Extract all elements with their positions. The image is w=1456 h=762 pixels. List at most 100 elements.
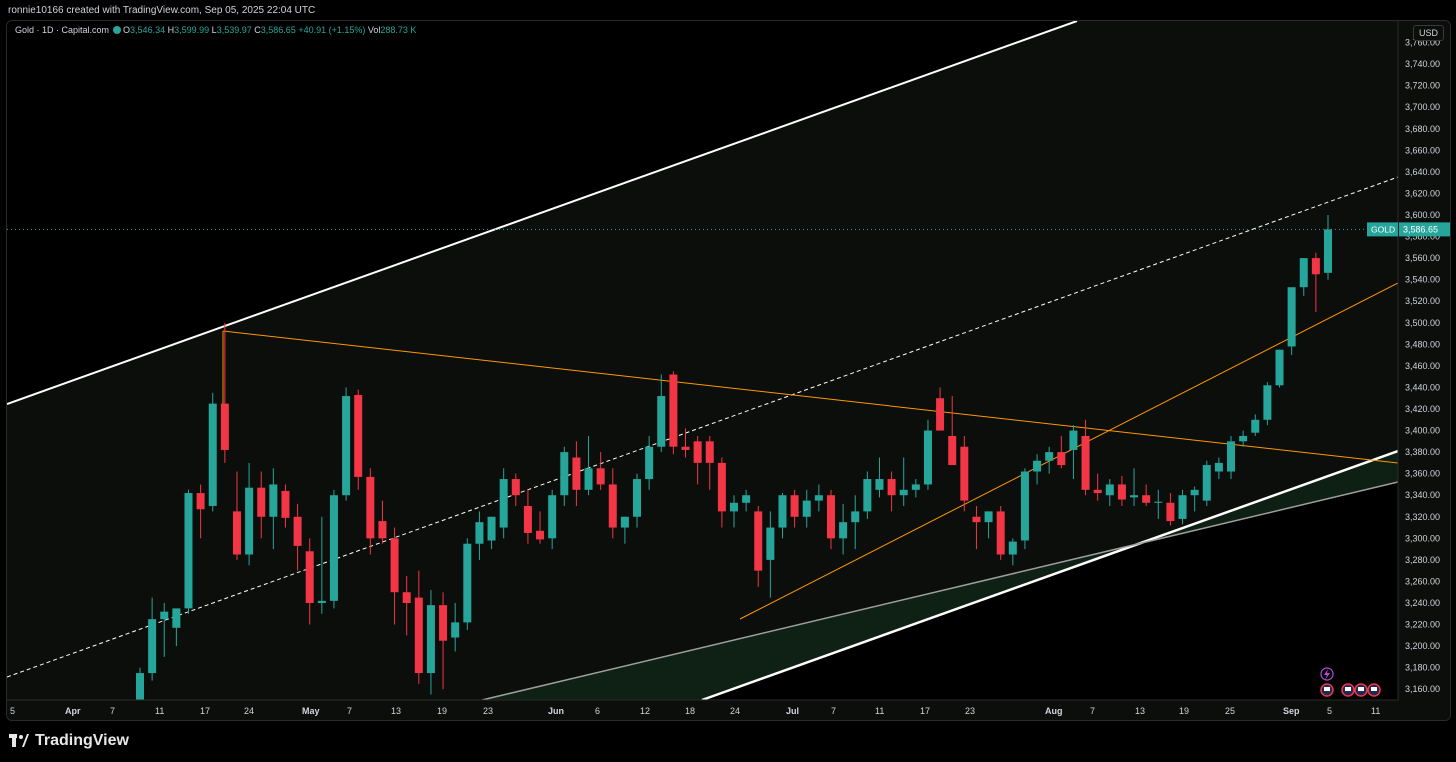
candle-body[interactable] (257, 487, 266, 517)
candle-body[interactable] (1275, 349, 1284, 386)
candle-body[interactable] (923, 430, 932, 485)
candle-body[interactable] (596, 468, 605, 485)
candle-body[interactable] (281, 490, 290, 518)
candle-body[interactable] (523, 506, 532, 533)
candle-body[interactable] (184, 493, 193, 609)
price-chart[interactable]: 3,160.00 3,180.00 3,200.00 3,220.00 3,240.00… (7, 21, 1450, 720)
candle-body[interactable] (245, 487, 254, 555)
candle-body[interactable] (996, 511, 1005, 555)
candle-body[interactable] (463, 543, 472, 623)
candle-body[interactable] (790, 495, 799, 517)
candle-body[interactable] (911, 484, 920, 490)
candle-body[interactable] (475, 522, 484, 544)
candle-body[interactable] (1287, 287, 1296, 347)
candle-body[interactable] (1166, 502, 1175, 522)
candle-body[interactable] (402, 592, 411, 603)
candle-body[interactable] (717, 462, 726, 512)
candle-body[interactable] (160, 611, 169, 620)
candle-body[interactable] (608, 484, 617, 528)
candle-body[interactable] (1130, 495, 1139, 498)
candle-body[interactable] (705, 441, 714, 463)
candle-body[interactable] (1214, 462, 1223, 472)
candle-body[interactable] (1081, 435, 1090, 490)
candle-body[interactable] (826, 495, 835, 539)
candle-body[interactable] (863, 479, 872, 512)
candle-body[interactable] (414, 597, 423, 674)
time-axis-panel[interactable] (7, 700, 1398, 720)
candle-body[interactable] (426, 605, 435, 674)
candle-body[interactable] (645, 446, 654, 480)
candle-body[interactable] (305, 551, 314, 603)
candle-body[interactable] (378, 521, 387, 539)
candle-body[interactable] (851, 511, 860, 523)
candle-body[interactable] (1093, 489, 1102, 494)
candle-body[interactable] (669, 374, 678, 447)
candle-body[interactable] (1045, 452, 1054, 461)
candle-body[interactable] (439, 605, 448, 641)
candle-body[interactable] (196, 493, 205, 510)
candle-body[interactable] (1105, 484, 1114, 496)
candle-body[interactable] (232, 511, 241, 555)
candle-body[interactable] (1020, 471, 1029, 541)
candle-body[interactable] (269, 484, 278, 517)
candle-body[interactable] (1008, 541, 1017, 555)
candle-body[interactable] (972, 516, 981, 523)
candle-body[interactable] (1033, 460, 1042, 472)
candle-body[interactable] (1251, 419, 1260, 433)
candle-body[interactable] (1142, 495, 1151, 503)
candle-body[interactable] (814, 495, 823, 501)
candle-body[interactable] (766, 527, 775, 560)
candle-body[interactable] (1057, 452, 1066, 466)
candle-body[interactable] (936, 398, 945, 431)
candle-body[interactable] (657, 396, 666, 447)
candle-body[interactable] (220, 403, 229, 450)
candle-body[interactable] (742, 495, 751, 503)
candle-body[interactable] (1239, 435, 1248, 442)
candle-body[interactable] (948, 435, 957, 466)
candle-body[interactable] (693, 441, 702, 463)
candle-body[interactable] (354, 394, 363, 477)
candle-body[interactable] (887, 479, 896, 496)
candle-body[interactable] (548, 495, 557, 539)
candle-body[interactable] (560, 452, 569, 496)
candle-body[interactable] (1227, 441, 1236, 472)
candle-body[interactable] (1299, 258, 1308, 288)
price-axis-panel[interactable] (1398, 21, 1450, 720)
candle-body[interactable] (329, 495, 338, 601)
candle-body[interactable] (960, 446, 969, 501)
candle-body[interactable] (499, 479, 508, 528)
candle-body[interactable] (1069, 430, 1078, 450)
candle-body[interactable] (754, 511, 763, 571)
candle-body[interactable] (1202, 465, 1211, 501)
candle-body[interactable] (633, 479, 642, 517)
candle-body[interactable] (148, 619, 157, 674)
candle-body[interactable] (984, 511, 993, 523)
candle-body[interactable] (584, 468, 593, 490)
candle-body[interactable] (572, 457, 581, 490)
lightning-event-icon[interactable] (1320, 667, 1334, 681)
candle-body[interactable] (1154, 501, 1163, 503)
candle-body[interactable] (1190, 489, 1199, 496)
candle-body[interactable] (899, 489, 908, 496)
candle-body[interactable] (487, 516, 496, 541)
candle-body[interactable] (172, 608, 181, 628)
candle-body[interactable] (136, 673, 144, 720)
chart-frame[interactable]: 3,160.00 3,180.00 3,200.00 3,220.00 3,240.00… (6, 20, 1451, 721)
candle-body[interactable] (451, 622, 460, 638)
candle-body[interactable] (208, 403, 217, 506)
candle-body[interactable] (1178, 495, 1187, 519)
candle-body[interactable] (1324, 229, 1332, 273)
currency-button[interactable]: USD (1412, 25, 1444, 41)
candle-body[interactable] (1263, 385, 1272, 420)
candle-body[interactable] (730, 502, 738, 512)
candle-body[interactable] (293, 516, 302, 546)
candle-body[interactable] (342, 396, 351, 496)
candle-body[interactable] (802, 500, 811, 517)
candle-body[interactable] (317, 600, 326, 603)
candle-body[interactable] (620, 516, 629, 528)
candle-body[interactable] (839, 522, 848, 539)
candle-body[interactable] (778, 495, 787, 528)
candle-body[interactable] (1117, 484, 1126, 500)
candle-body[interactable] (511, 479, 520, 496)
candle-body[interactable] (366, 476, 375, 539)
